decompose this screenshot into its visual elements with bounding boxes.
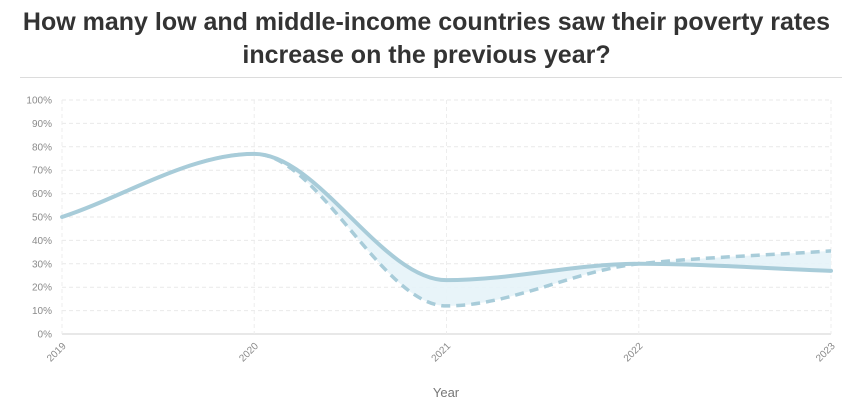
x-tick-label: 2022 — [622, 341, 646, 365]
y-tick-label: 60% — [32, 189, 52, 200]
chart-title: How many low and middle-income countries… — [22, 8, 831, 69]
x-tick-label: 2019 — [45, 341, 69, 365]
y-tick-label: 90% — [32, 119, 52, 130]
x-tick-label: 2023 — [814, 341, 838, 365]
y-tick-label: 30% — [32, 259, 52, 270]
y-tick-label: 0% — [38, 330, 53, 341]
y-tick-label: 40% — [32, 236, 52, 247]
y-tick-label: 80% — [32, 142, 52, 153]
y-tick-label: 70% — [32, 166, 52, 177]
x-tick-label: 2021 — [430, 341, 454, 365]
series-line-solid — [60, 151, 833, 283]
x-axis-ticks: 2019 2020 2021 2022 2023 — [45, 341, 838, 365]
y-tick-label: 100% — [26, 96, 52, 107]
series-line-dashed — [61, 152, 832, 308]
y-tick-label: 50% — [32, 213, 52, 224]
title-divider — [20, 77, 842, 78]
y-tick-label: 10% — [32, 306, 52, 317]
gridlines — [61, 99, 832, 335]
x-tick-label: 2020 — [237, 341, 261, 365]
x-axis-title: Year — [433, 385, 460, 400]
y-tick-label: 20% — [32, 283, 52, 294]
y-axis-ticks: 0% 10% 20% 30% 40% 50% 60% 70% 80% 90% 100% — [26, 96, 52, 341]
